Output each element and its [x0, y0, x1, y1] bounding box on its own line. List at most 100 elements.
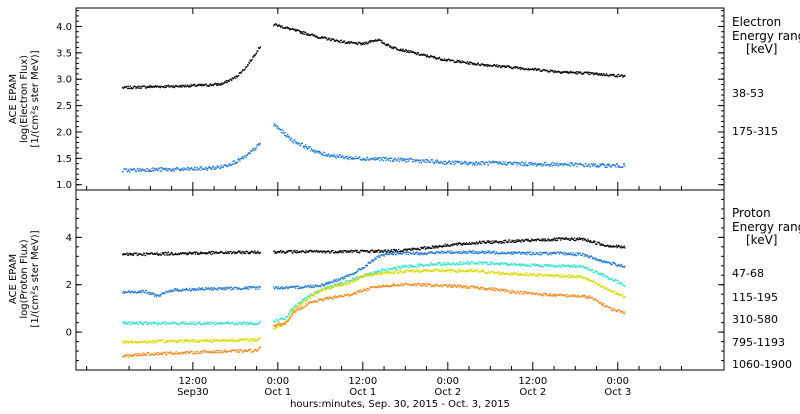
electron-point [596, 166, 597, 167]
proton-point [520, 252, 521, 253]
proton-point [482, 263, 483, 264]
proton-point [436, 245, 437, 246]
electron-point [360, 44, 361, 45]
proton-point [278, 320, 279, 321]
proton-point [207, 322, 208, 323]
electron-point [336, 154, 337, 155]
electron-point [398, 157, 399, 158]
proton-point [445, 243, 446, 244]
electron-point [227, 82, 228, 83]
proton-point [241, 338, 242, 339]
proton-point [497, 271, 498, 272]
proton-point [489, 251, 490, 252]
proton-point [163, 253, 164, 254]
electron-point [592, 73, 593, 74]
electron-point [205, 167, 206, 168]
proton-point [188, 323, 189, 324]
proton-point [473, 250, 474, 251]
electron-point [152, 170, 153, 171]
proton-point [411, 266, 412, 267]
proton-point [422, 254, 423, 255]
electron-point [502, 66, 503, 67]
electron-point [128, 169, 129, 170]
proton-point [339, 279, 340, 280]
electron-point [392, 48, 393, 49]
proton-point [578, 254, 579, 255]
electron-ytick-label: 4.0 [56, 22, 72, 33]
proton-point [188, 289, 189, 290]
proton-point [128, 254, 129, 255]
proton-point [177, 340, 178, 341]
proton-point [459, 271, 460, 272]
proton-point [248, 286, 249, 287]
proton-point [422, 252, 423, 253]
proton-point [274, 288, 275, 289]
proton-point [603, 276, 604, 277]
electron-point [601, 73, 602, 74]
x-axis-title: hours:minutes, Sep. 30, 2015 - Oct. 3, 2… [290, 399, 510, 410]
proton-point [385, 249, 386, 250]
proton-point [517, 272, 518, 273]
proton-point [156, 323, 157, 324]
proton-point [460, 251, 461, 252]
proton-point [301, 301, 302, 302]
electron-point [160, 167, 161, 168]
electron-point [413, 161, 414, 162]
proton-point [424, 246, 425, 247]
proton-point [188, 340, 189, 341]
proton-point [223, 289, 224, 290]
proton-point [585, 277, 586, 278]
electron-point [392, 46, 393, 47]
proton-point [212, 341, 213, 342]
proton-point [220, 287, 221, 288]
electron-point [280, 27, 281, 28]
proton-point [402, 266, 403, 267]
proton-point [125, 343, 126, 344]
electron-point [220, 84, 221, 85]
proton-point [311, 295, 312, 296]
electron-point [174, 86, 175, 87]
proton-point [176, 342, 177, 343]
proton-point [343, 285, 344, 286]
electron-point [138, 86, 139, 87]
proton-point [617, 265, 618, 266]
electron-point [200, 84, 201, 85]
proton-point [316, 286, 317, 287]
proton-point [462, 252, 463, 253]
electron-point [350, 157, 351, 158]
electron-point [126, 86, 127, 87]
electron-point [424, 160, 425, 161]
proton-point [353, 280, 354, 281]
electron-point [484, 164, 485, 165]
proton-point [256, 287, 257, 288]
proton-point [595, 259, 596, 260]
electron-point [605, 75, 606, 76]
electron-point [190, 86, 191, 87]
proton-point [553, 239, 554, 240]
proton-point [394, 273, 395, 274]
proton-point [199, 287, 200, 288]
proton-point [281, 287, 282, 288]
electron-point [406, 159, 407, 160]
electron-point [381, 42, 382, 43]
proton-point [374, 273, 375, 274]
electron-point [253, 56, 254, 57]
proton-point [189, 352, 190, 353]
electron-point [213, 166, 214, 167]
proton-point [324, 285, 325, 286]
proton-point [524, 253, 525, 254]
proton-point [531, 240, 532, 241]
proton-point [531, 275, 532, 276]
proton-point [292, 252, 293, 253]
electron-point [504, 161, 505, 162]
proton-point [128, 356, 129, 357]
electron-point [606, 167, 607, 168]
electron-point [545, 165, 546, 166]
proton-point [213, 251, 214, 252]
proton-point [554, 253, 555, 254]
proton-point [325, 288, 326, 289]
electron-point [503, 161, 504, 162]
proton-legend-47-68: 47-68 [732, 267, 764, 280]
proton-point [161, 352, 162, 353]
proton-point [622, 297, 623, 298]
